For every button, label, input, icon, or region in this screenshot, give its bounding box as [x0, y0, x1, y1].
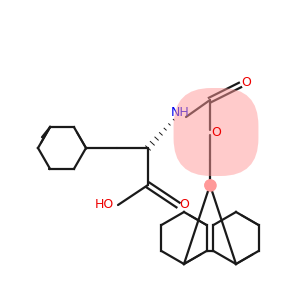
Text: O: O [241, 76, 251, 89]
Text: O: O [179, 199, 189, 212]
Text: NH: NH [171, 106, 189, 118]
Text: HO: HO [94, 199, 114, 212]
Text: O: O [211, 125, 221, 139]
Circle shape [205, 180, 215, 190]
